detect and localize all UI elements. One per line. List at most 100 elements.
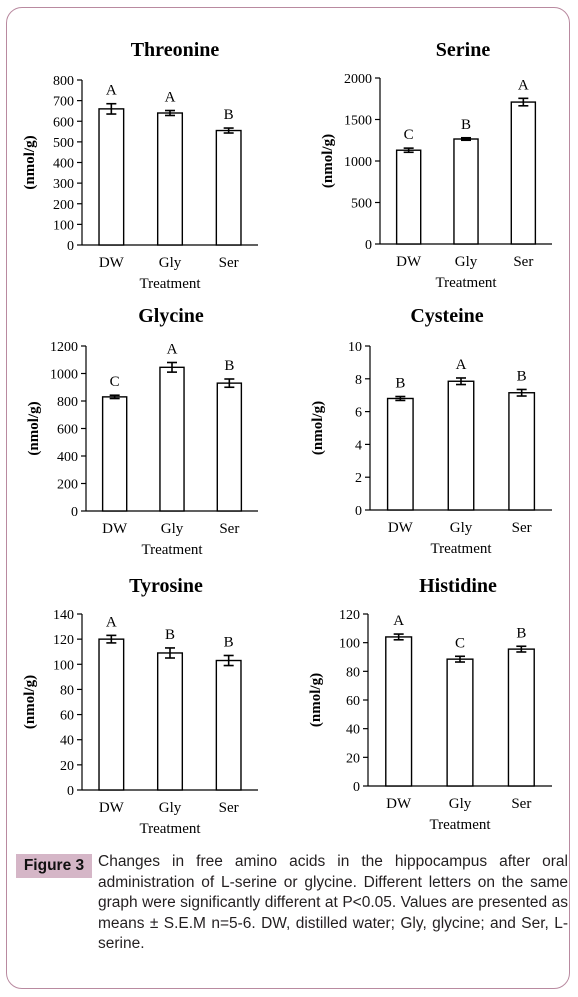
significance-letter: A bbox=[518, 77, 529, 93]
chart-title: Histidine bbox=[419, 575, 497, 597]
figure-frame bbox=[6, 7, 570, 989]
x-tick-label: Gly bbox=[159, 800, 182, 816]
y-tick-label: 60 bbox=[346, 694, 360, 709]
bar bbox=[159, 366, 185, 512]
y-tick-label: 600 bbox=[57, 423, 78, 438]
y-tick-label: 1000 bbox=[344, 155, 372, 170]
x-tick-label: Ser bbox=[511, 796, 531, 812]
significance-letter: B bbox=[165, 627, 175, 643]
y-tick-label: 200 bbox=[53, 198, 74, 213]
y-tick-label: 800 bbox=[53, 74, 74, 89]
x-tick-label: Gly bbox=[161, 521, 184, 537]
x-tick-label: Gly bbox=[455, 254, 478, 270]
chart-title: Serine bbox=[436, 39, 491, 61]
x-tick-label: DW bbox=[102, 521, 128, 537]
significance-letter: B bbox=[224, 107, 234, 123]
significance-letter: B bbox=[517, 368, 527, 384]
bar bbox=[395, 149, 422, 245]
figure-caption: Changes in free amino acids in the hippo… bbox=[98, 853, 568, 952]
y-tick-label: 0 bbox=[67, 784, 74, 799]
bar bbox=[156, 652, 184, 791]
significance-letter: A bbox=[393, 613, 404, 629]
bar bbox=[98, 108, 125, 246]
y-tick-label: 40 bbox=[60, 734, 74, 749]
y-tick-label: 500 bbox=[53, 136, 74, 151]
bar bbox=[447, 380, 475, 511]
significance-letter: B bbox=[224, 634, 234, 650]
y-axis-label: (nmol/g) bbox=[22, 675, 38, 729]
chart-title: Threonine bbox=[131, 39, 220, 61]
bar bbox=[215, 659, 242, 791]
x-tick-label: DW bbox=[99, 255, 125, 271]
significance-letter: A bbox=[106, 614, 117, 630]
y-tick-label: 4 bbox=[355, 438, 362, 453]
significance-letter: A bbox=[165, 90, 176, 106]
x-tick-label: DW bbox=[396, 254, 422, 270]
y-tick-label: 40 bbox=[346, 723, 360, 738]
y-tick-label: 0 bbox=[355, 504, 362, 519]
y-tick-label: 0 bbox=[353, 780, 360, 795]
y-tick-label: 300 bbox=[53, 177, 74, 192]
y-tick-label: 600 bbox=[53, 115, 74, 130]
bar bbox=[508, 392, 536, 511]
y-axis-label: (nmol/g) bbox=[320, 134, 336, 188]
y-tick-label: 400 bbox=[53, 157, 74, 172]
y-tick-label: 80 bbox=[60, 683, 74, 698]
y-tick-label: 2 bbox=[355, 471, 362, 486]
y-tick-label: 0 bbox=[71, 505, 78, 520]
y-tick-label: 1500 bbox=[344, 114, 372, 129]
chart-title: Glycine bbox=[138, 305, 204, 327]
x-axis-label: Treatment bbox=[430, 541, 492, 557]
y-tick-label: 100 bbox=[339, 637, 360, 652]
bar bbox=[507, 648, 535, 787]
chart-panel-threonine: Threonine 0 100 200 300 400 500 600 700 800 (nmol/… bbox=[22, 39, 258, 292]
significance-letter: B bbox=[461, 117, 471, 133]
y-tick-label: 100 bbox=[53, 218, 74, 233]
chart-panel-cysteine: Cysteine 0 2 4 6 8 10 (nmol/g) B DW A Gly B Ser Treatm… bbox=[310, 305, 552, 557]
chart-panel-histidine: Histidine 0 20 40 60 80 100 120 (nmol/g) A DW C Gly B… bbox=[308, 575, 552, 833]
y-axis-label: (nmol/g) bbox=[26, 401, 42, 455]
y-axis-label: (nmol/g) bbox=[310, 401, 326, 455]
y-tick-label: 200 bbox=[57, 478, 78, 493]
y-tick-label: 0 bbox=[365, 238, 372, 253]
bar bbox=[453, 138, 479, 245]
x-tick-label: Ser bbox=[219, 521, 239, 537]
significance-letter: A bbox=[106, 83, 117, 99]
y-tick-label: 1000 bbox=[50, 368, 78, 383]
bar bbox=[386, 397, 414, 511]
y-tick-label: 120 bbox=[339, 608, 360, 623]
x-tick-label: DW bbox=[386, 796, 412, 812]
bar bbox=[98, 638, 125, 791]
bar bbox=[446, 658, 474, 787]
figure-caption-block: Figure 3 Changes in free amino acids in … bbox=[16, 852, 568, 955]
bar bbox=[510, 101, 537, 245]
y-tick-label: 10 bbox=[348, 340, 362, 355]
significance-letter: C bbox=[404, 127, 414, 143]
x-tick-label: DW bbox=[99, 800, 125, 816]
chart-panel-glycine: Glycine 0 200 400 600 800 1000 1200 (nmol/g) C DW A… bbox=[26, 305, 258, 558]
y-tick-label: 100 bbox=[53, 658, 74, 673]
y-tick-label: 0 bbox=[67, 239, 74, 254]
x-axis-label: Treatment bbox=[429, 817, 491, 833]
x-tick-label: Ser bbox=[513, 254, 533, 270]
bar bbox=[216, 382, 243, 512]
x-axis-label: Treatment bbox=[141, 542, 203, 558]
y-tick-label: 2000 bbox=[344, 72, 372, 87]
x-axis-label: Treatment bbox=[139, 276, 201, 292]
significance-letter: A bbox=[167, 342, 178, 358]
significance-letter: C bbox=[455, 635, 465, 651]
y-tick-label: 20 bbox=[346, 751, 360, 766]
significance-letter: B bbox=[395, 376, 405, 392]
y-axis-label: (nmol/g) bbox=[22, 135, 38, 189]
x-tick-label: Ser bbox=[512, 520, 532, 536]
x-tick-label: Gly bbox=[159, 255, 182, 271]
significance-letter: B bbox=[224, 358, 234, 374]
bar bbox=[385, 636, 413, 787]
y-tick-label: 20 bbox=[60, 759, 74, 774]
x-tick-label: Ser bbox=[219, 800, 239, 816]
x-tick-label: DW bbox=[388, 520, 414, 536]
y-tick-label: 800 bbox=[57, 395, 78, 410]
bar bbox=[215, 129, 242, 246]
y-tick-label: 140 bbox=[53, 608, 74, 623]
